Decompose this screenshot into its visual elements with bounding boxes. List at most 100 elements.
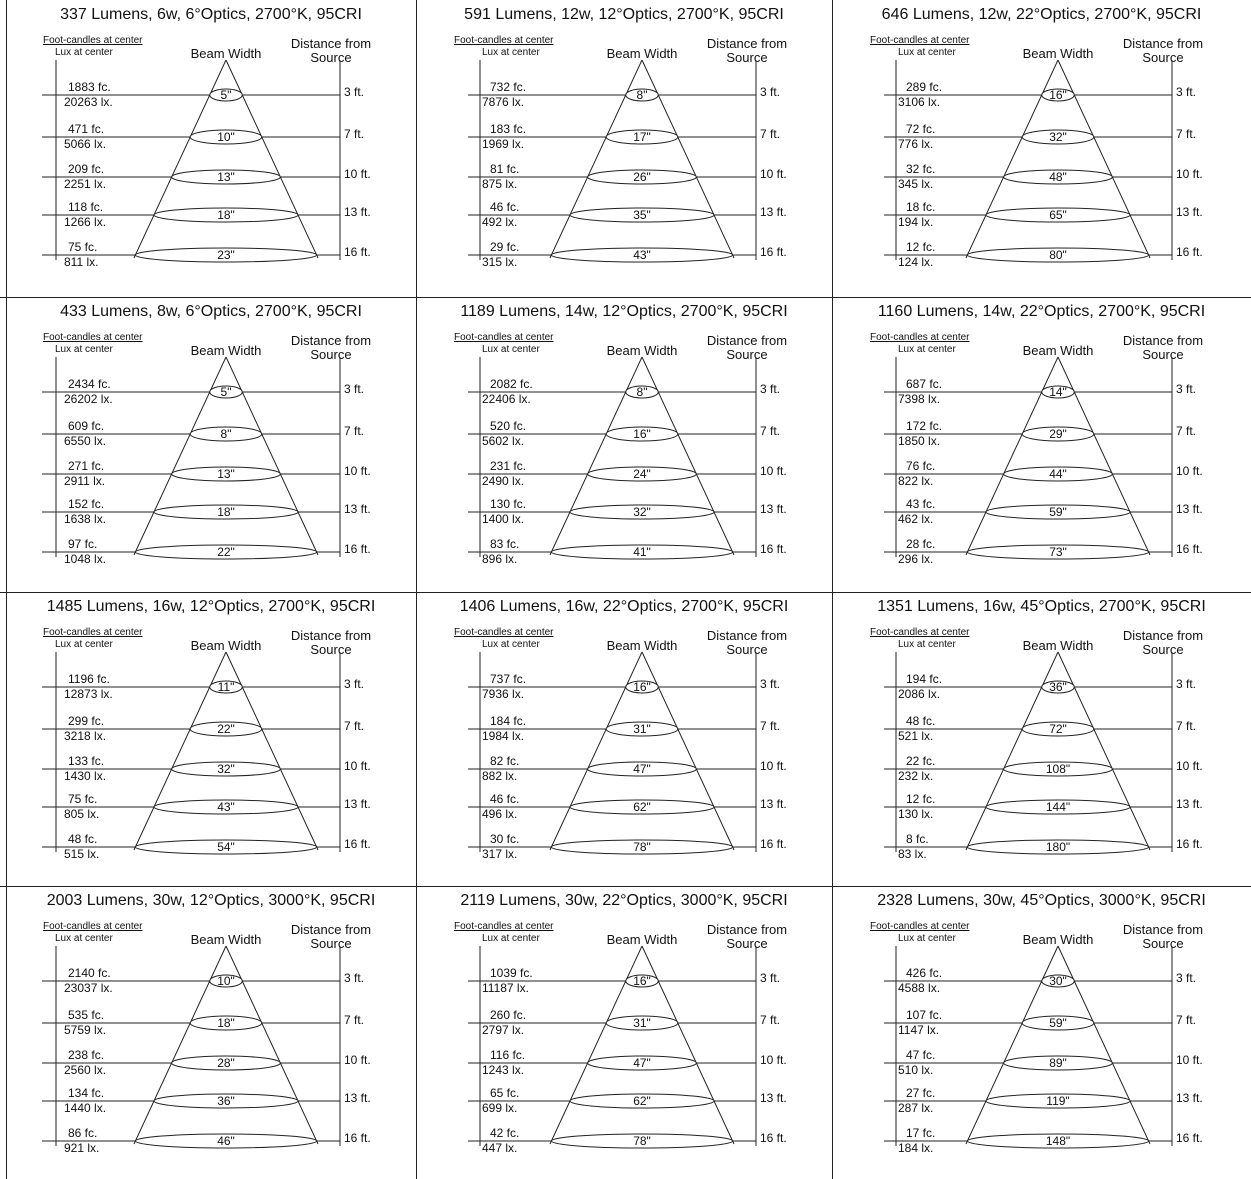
beam-width-value: 18" [217,1016,235,1030]
spec-panel: 591 Lumens, 12w, 12°Optics, 2700°K, 95CR… [416,0,832,297]
lux-value: 882 lx. [482,769,518,783]
lux-value: 1147 lx. [898,1023,940,1037]
beam-cone-drawing [468,651,757,855]
fc-value: 737 fc. [490,672,527,686]
lux-value: 515 lx. [64,847,100,861]
beam-ellipse [209,974,243,988]
lux-value: 2086 lx. [898,687,941,701]
distance-label: 13 ft. [1176,502,1203,516]
distance-header-line2: Source [310,642,352,657]
lux-value: 1243 lx. [482,1063,525,1077]
beam-ellipse [550,839,734,855]
fc-value: 609 fc. [68,419,105,433]
beam-width-value: 10" [217,974,235,988]
beam-ellipse [189,721,263,737]
distance-label: 16 ft. [1176,245,1203,259]
distance-header: Distance from Source [1120,629,1206,657]
beam-ellipse [189,1015,263,1031]
beam-width-value: 18" [217,505,235,519]
beam-ellipse [569,207,715,223]
distance-label: 3 ft. [1176,382,1197,396]
distance-header: Distance from Source [704,334,790,362]
distance-header-line2: Source [726,347,768,362]
distance-label: 16 ft. [344,542,371,556]
fc-value: 687 fc. [906,377,943,391]
distance-label: 3 ft. [1176,677,1197,691]
beam-cone-drawing [42,59,341,263]
beam-ellipse [550,247,734,263]
beam-width-value: 13" [217,467,235,481]
distance-label: 16 ft. [1176,1131,1203,1145]
panel-title: 2119 Lumens, 30w, 22°Optics, 3000°K, 95C… [460,892,788,909]
distance-label: 7 ft. [760,127,781,141]
fc-value: 260 fc. [490,1008,527,1022]
beam-ellipse [189,129,263,145]
lux-value: 5066 lx. [64,137,107,151]
distance-header-line1: Distance from [706,36,788,51]
distance-header-line1: Distance from [290,333,372,348]
fc-value: 299 fc. [68,714,105,728]
beam-ellipse [966,1133,1150,1149]
beam-ellipse [550,544,734,560]
fc-value: 209 fc. [68,162,105,176]
distance-label: 10 ft. [1176,759,1203,773]
beam-width-value: 24" [633,467,651,481]
beam-ellipse [189,426,263,442]
beam-width-header: Beam Width [190,46,262,61]
beam-width-value: 65" [1049,208,1067,222]
spec-panel: 1189 Lumens, 14w, 12°Optics, 2700°K, 95C… [416,297,832,592]
distance-label: 13 ft. [1176,797,1203,811]
spec-panel: 337 Lumens, 6w, 6°Optics, 2700°K, 95CRI F… [6,0,416,297]
beam-ellipse [985,799,1131,815]
fc-value: 426 fc. [906,966,943,980]
lux-value: 3106 lx. [898,95,941,109]
lux-value: 521 lx. [898,729,934,743]
beam-width-value: 31" [633,1016,651,1030]
beam-width-value: 18" [217,208,235,222]
lux-value: 20263 lx. [64,95,113,109]
fc-value: 1883 fc. [68,80,111,94]
beam-width-header: Beam Width [190,343,262,358]
panel-title: 591 Lumens, 12w, 12°Optics, 2700°K, 95CR… [464,6,784,23]
spec-panel: 1406 Lumens, 16w, 22°Optics, 2700°K, 95C… [416,592,832,886]
distance-header-line1: Distance from [1122,628,1204,643]
beam-width-value: 28" [217,1056,235,1070]
lux-value: 2560 lx. [64,1063,107,1077]
beam-ellipse [1041,385,1075,399]
beam-ellipse [605,426,679,442]
spec-panel: 1160 Lumens, 14w, 22°Optics, 2700°K, 95C… [832,297,1251,592]
spec-panel: 2328 Lumens, 30w, 45°Optics, 3000°K, 95C… [832,886,1251,1179]
beam-width-value: 80" [1049,248,1067,262]
fc-value: 83 fc. [490,537,520,551]
panel-title: 1160 Lumens, 14w, 22°Optics, 2700°K, 95C… [877,303,1206,320]
beam-width-value: 78" [633,1134,651,1148]
beam-width-value: 43" [633,248,651,262]
distance-label: 10 ft. [1176,167,1203,181]
distance-label: 13 ft. [344,205,371,219]
lux-value: 875 lx. [482,177,518,191]
beam-width-value: 72" [1049,722,1067,736]
fc-value: 65 fc. [490,1086,520,1100]
panel-title: 1406 Lumens, 16w, 22°Optics, 2700°K, 95C… [459,598,789,615]
beam-width-value: 89" [1049,1056,1067,1070]
lux-value: 896 lx. [482,552,518,566]
beam-width-value: 44" [1049,467,1067,481]
fc-value: 42 fc. [490,1126,520,1140]
distance-label: 13 ft. [760,205,787,219]
beam-ellipse [625,680,659,694]
beam-width-header: Beam Width [190,638,262,653]
fc-value: 47 fc. [906,1048,936,1062]
panel-title: 1485 Lumens, 16w, 12°Optics, 2700°K, 95C… [46,598,376,615]
lux-value: 7398 lx. [898,392,941,406]
distance-label: 7 ft. [1176,424,1197,438]
beam-cone-drawing [884,59,1173,263]
fc-value: 231 fc. [490,459,527,473]
lux-column-header: Lux at center [55,344,113,355]
distance-label: 16 ft. [1176,837,1203,851]
spec-panel: 646 Lumens, 12w, 22°Optics, 2700°K, 95CR… [832,0,1251,297]
distance-label: 16 ft. [760,245,787,259]
distance-label: 10 ft. [1176,464,1203,478]
lux-column-header: Lux at center [55,47,113,58]
beam-cone-drawing [42,356,341,560]
distance-label: 16 ft. [1176,542,1203,556]
